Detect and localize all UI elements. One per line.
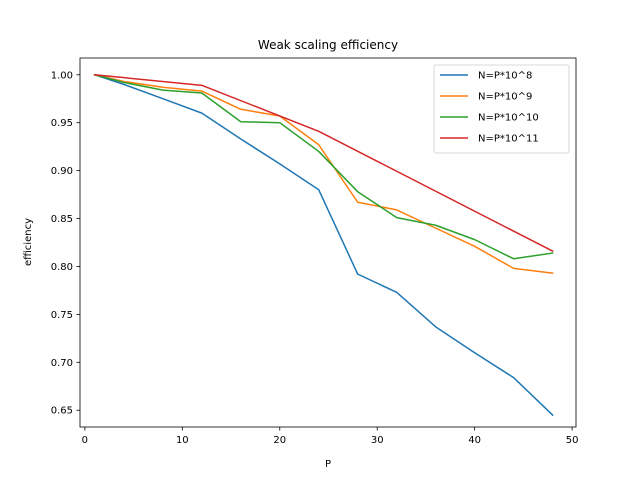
- legend-label-0: N=P*10^8: [478, 71, 532, 82]
- series-layer: [93, 73, 554, 417]
- legend-label-2: N=P*10^10: [478, 113, 539, 124]
- y-axis-label: efficiency: [23, 218, 34, 266]
- y-tick-label: 1.00: [51, 70, 73, 81]
- x-tick-label: 50: [566, 435, 579, 446]
- y-tick-label: 0.80: [51, 262, 73, 273]
- series-line-3: [93, 73, 554, 253]
- series-line-1: [93, 73, 554, 275]
- y-tick-label: 0.75: [51, 310, 73, 321]
- x-tick-label: 0: [82, 435, 88, 446]
- plot-frame: [79, 57, 577, 428]
- legend: N=P*10^8 N=P*10^9 N=P*10^10 N=P*10^11: [433, 64, 570, 154]
- x-tick-label: 10: [176, 435, 189, 446]
- x-tick-label: 40: [468, 435, 481, 446]
- y-tick-label: 0.95: [51, 118, 73, 129]
- ticks-layer: 0 10 20 30 40 50 0.65 0.70 0.75 0.80 0.85 0.90 0.95 1…: [51, 70, 579, 446]
- chart-title: Weak scaling efficiency: [258, 38, 398, 52]
- x-tick-label: 20: [273, 435, 286, 446]
- x-axis-label: P: [325, 459, 331, 470]
- y-tick-label: 0.90: [51, 166, 73, 177]
- y-tick-label: 0.70: [51, 358, 73, 369]
- series-line-2: [93, 73, 554, 260]
- y-tick-label: 0.85: [51, 214, 73, 225]
- legend-label-1: N=P*10^9: [478, 92, 532, 103]
- x-tick-label: 30: [371, 435, 384, 446]
- y-tick-label: 0.65: [51, 406, 73, 417]
- legend-box: [433, 64, 570, 154]
- legend-label-3: N=P*10^11: [478, 134, 539, 145]
- series-line-0: [93, 73, 554, 417]
